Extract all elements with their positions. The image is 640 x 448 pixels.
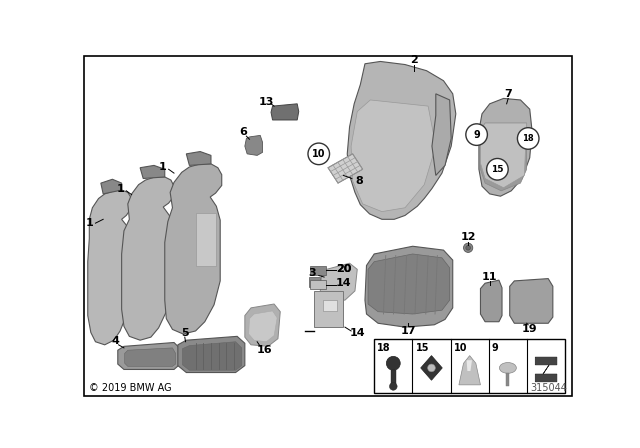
Text: © 2019 BMW AG: © 2019 BMW AG bbox=[90, 383, 172, 392]
Circle shape bbox=[466, 124, 488, 146]
Bar bbox=[323, 300, 337, 311]
Circle shape bbox=[517, 128, 539, 149]
Bar bbox=[506, 373, 509, 386]
Circle shape bbox=[387, 356, 400, 370]
Polygon shape bbox=[245, 304, 280, 346]
Text: 18: 18 bbox=[522, 134, 534, 143]
Polygon shape bbox=[88, 190, 132, 345]
Polygon shape bbox=[365, 246, 452, 327]
Circle shape bbox=[466, 246, 470, 250]
Text: 9: 9 bbox=[492, 343, 499, 353]
Text: 20: 20 bbox=[336, 264, 351, 274]
Circle shape bbox=[463, 243, 473, 252]
Polygon shape bbox=[481, 123, 527, 191]
Text: 15: 15 bbox=[491, 165, 504, 174]
Circle shape bbox=[390, 383, 397, 390]
Polygon shape bbox=[432, 94, 451, 176]
Polygon shape bbox=[271, 104, 299, 120]
Polygon shape bbox=[481, 123, 527, 188]
Text: 10: 10 bbox=[312, 149, 326, 159]
Text: 15: 15 bbox=[415, 343, 429, 353]
Text: 1: 1 bbox=[116, 184, 124, 194]
Polygon shape bbox=[122, 177, 174, 340]
Text: 17: 17 bbox=[401, 326, 416, 336]
Polygon shape bbox=[467, 360, 472, 371]
Text: 315044: 315044 bbox=[530, 383, 566, 392]
Polygon shape bbox=[140, 165, 164, 178]
Polygon shape bbox=[509, 279, 553, 323]
Text: 16: 16 bbox=[257, 345, 273, 355]
Polygon shape bbox=[479, 99, 532, 196]
Circle shape bbox=[428, 364, 435, 372]
Polygon shape bbox=[420, 356, 442, 380]
Polygon shape bbox=[328, 154, 363, 183]
Polygon shape bbox=[481, 280, 502, 322]
Polygon shape bbox=[178, 336, 245, 373]
Text: 11: 11 bbox=[482, 272, 497, 282]
Polygon shape bbox=[535, 357, 557, 382]
Polygon shape bbox=[459, 356, 481, 385]
Polygon shape bbox=[351, 100, 436, 211]
Text: 14: 14 bbox=[335, 278, 351, 288]
Polygon shape bbox=[308, 277, 320, 287]
Polygon shape bbox=[320, 263, 357, 300]
Text: 4: 4 bbox=[111, 336, 120, 346]
Polygon shape bbox=[125, 348, 175, 366]
Text: 2: 2 bbox=[410, 55, 418, 65]
Text: 1: 1 bbox=[159, 162, 166, 172]
Text: 10: 10 bbox=[454, 343, 467, 353]
Polygon shape bbox=[245, 135, 262, 155]
Text: 8: 8 bbox=[355, 176, 363, 186]
Polygon shape bbox=[118, 343, 180, 370]
Polygon shape bbox=[101, 179, 122, 194]
Circle shape bbox=[308, 143, 330, 165]
Text: 6: 6 bbox=[239, 127, 247, 137]
Polygon shape bbox=[368, 254, 450, 314]
Bar bbox=[391, 370, 396, 384]
Text: 1: 1 bbox=[85, 218, 93, 228]
Polygon shape bbox=[186, 151, 211, 165]
Ellipse shape bbox=[499, 362, 516, 373]
Polygon shape bbox=[314, 291, 344, 327]
Polygon shape bbox=[196, 213, 216, 266]
Bar bbox=[310, 266, 326, 275]
Bar bbox=[374, 339, 565, 392]
Polygon shape bbox=[249, 311, 277, 342]
Circle shape bbox=[486, 159, 508, 180]
Text: 20: 20 bbox=[336, 264, 351, 274]
Polygon shape bbox=[348, 61, 456, 220]
Text: 7: 7 bbox=[504, 89, 512, 99]
Polygon shape bbox=[164, 164, 221, 334]
Text: 3: 3 bbox=[308, 268, 316, 278]
Text: 14: 14 bbox=[349, 328, 365, 338]
Bar bbox=[310, 280, 326, 289]
Polygon shape bbox=[182, 342, 242, 370]
Text: 13: 13 bbox=[259, 96, 274, 107]
Text: 18: 18 bbox=[378, 343, 391, 353]
Text: 9: 9 bbox=[473, 129, 480, 140]
Text: 19: 19 bbox=[522, 324, 538, 334]
Text: 5: 5 bbox=[181, 327, 189, 337]
Text: 12: 12 bbox=[460, 232, 476, 242]
